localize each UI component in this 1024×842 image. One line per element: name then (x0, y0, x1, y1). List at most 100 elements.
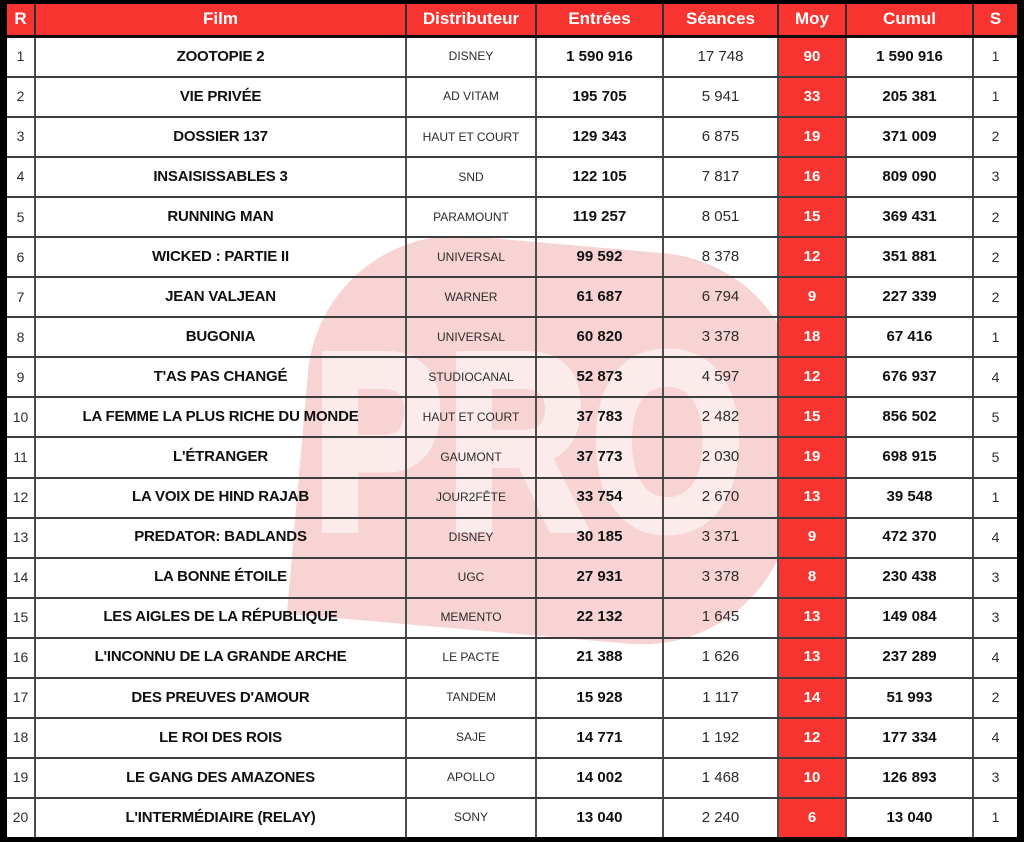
table-row: 11 L'ÉTRANGER GAUMONT 37 773 2 030 19 69… (7, 438, 1017, 479)
rank-cell: 8 (7, 318, 36, 357)
entries-cell: 33 754 (537, 478, 664, 517)
distributor-cell: LE PACTE (407, 638, 537, 677)
distributor-cell: DISNEY (407, 518, 537, 557)
table-row: 1 ZOOTOPIE 2 DISNEY 1 590 916 17 748 90 … (7, 38, 1017, 79)
distributor-cell: HAUT ET COURT (407, 398, 537, 437)
film-title-cell: LA FEMME LA PLUS RICHE DU MONDE (36, 398, 407, 437)
average-cell: 10 (779, 758, 847, 797)
weeks-cell: 3 (991, 608, 1000, 625)
distributor-cell: APOLLO (407, 758, 537, 797)
weeks-cell: 5 (991, 448, 1000, 465)
entries-cell: 1 590 916 (537, 38, 664, 77)
rank-cell: 5 (7, 198, 36, 237)
table-row: 2 VIE PRIVÉE AD VITAM 195 705 5 941 33 2… (7, 78, 1017, 119)
entries-cell: 21 388 (537, 638, 664, 677)
distributor-cell: UNIVERSAL (407, 238, 537, 277)
screenings-cell: 1 626 (664, 638, 779, 677)
weeks-cell: 1 (991, 88, 1000, 105)
boxoffice-ranking-sheet: PRO R Film Distributeur Entrées Séances Moy Cu… (7, 4, 1017, 837)
film-title-cell: INSAISISSABLES 3 (36, 158, 407, 197)
entries-cell: 15 928 (537, 678, 664, 717)
distributor-cell: HAUT ET COURT (407, 118, 537, 157)
cumulative-cell: 369 431 (847, 198, 974, 237)
entries-cell: 13 040 (537, 798, 664, 837)
entries-cell: 99 592 (537, 238, 664, 277)
film-title-cell: DOSSIER 137 (36, 118, 407, 157)
rank-cell: 14 (7, 558, 36, 597)
cumulative-cell: 676 937 (847, 358, 974, 397)
column-header-seances: Séances (664, 4, 779, 35)
column-header-film: Film (36, 4, 407, 35)
film-title-cell: LA BONNE ÉTOILE (36, 558, 407, 597)
weeks-cell: 4 (991, 368, 1000, 385)
weeks-cell: 1 (991, 809, 1000, 826)
cumulative-cell: 856 502 (847, 398, 974, 437)
entries-cell: 129 343 (537, 118, 664, 157)
distributor-cell: SND (407, 158, 537, 197)
distributor-cell: AD VITAM (407, 78, 537, 117)
distributor-cell: DISNEY (407, 38, 537, 77)
cumulative-cell: 39 548 (847, 478, 974, 517)
column-header-s: S (989, 9, 1002, 29)
weeks-cell: 3 (991, 769, 1000, 786)
distributor-cell: MEMENTO (407, 598, 537, 637)
column-header-cumul: Cumul (847, 4, 974, 35)
rank-cell: 19 (7, 758, 36, 797)
weeks-cell: 1 (991, 48, 1000, 65)
rank-cell: 1 (7, 38, 36, 77)
screenings-cell: 2 030 (664, 438, 779, 477)
distributor-cell: SAJE (407, 718, 537, 757)
weeks-cell: 2 (991, 288, 1000, 305)
weeks-cell: 3 (991, 568, 1000, 585)
distributor-cell: SONY (407, 798, 537, 837)
table-row: 13 PREDATOR: BADLANDS DISNEY 30 185 3 37… (7, 518, 1017, 559)
film-title-cell: LES AIGLES DE LA RÉPUBLIQUE (36, 598, 407, 637)
cumulative-cell: 13 040 (847, 798, 974, 837)
average-cell: 19 (779, 438, 847, 477)
average-cell: 13 (779, 638, 847, 677)
entries-cell: 37 783 (537, 398, 664, 437)
average-cell: 16 (779, 158, 847, 197)
cumulative-cell: 67 416 (847, 318, 974, 357)
weeks-cell: 1 (991, 488, 1000, 505)
screenings-cell: 4 597 (664, 358, 779, 397)
film-title-cell: ZOOTOPIE 2 (36, 38, 407, 77)
table-row: 15 LES AIGLES DE LA RÉPUBLIQUE MEMENTO 2… (7, 598, 1017, 639)
rank-cell: 11 (7, 438, 36, 477)
table-row: 12 LA VOIX DE HIND RAJAB JOUR2FÊTE 33 75… (7, 478, 1017, 519)
average-cell: 12 (779, 238, 847, 277)
table-row: 3 DOSSIER 137 HAUT ET COURT 129 343 6 87… (7, 118, 1017, 159)
table-row: 19 LE GANG DES AMAZONES APOLLO 14 002 1 … (7, 758, 1017, 799)
column-header-r: R (7, 4, 36, 35)
weeks-cell: 2 (991, 128, 1000, 145)
screenings-cell: 17 748 (664, 38, 779, 77)
table-row: 10 LA FEMME LA PLUS RICHE DU MONDE HAUT … (7, 398, 1017, 439)
cumulative-cell: 371 009 (847, 118, 974, 157)
rank-cell: 10 (7, 398, 36, 437)
screenings-cell: 7 817 (664, 158, 779, 197)
entries-cell: 27 931 (537, 558, 664, 597)
screenings-cell: 2 670 (664, 478, 779, 517)
rank-cell: 6 (7, 238, 36, 277)
boxoffice-table: R Film Distributeur Entrées Séances Moy Cumul S… (7, 4, 1017, 837)
average-cell: 9 (779, 278, 847, 317)
film-title-cell: T'AS PAS CHANGÉ (36, 358, 407, 397)
distributor-cell: WARNER (407, 278, 537, 317)
average-cell: 19 (779, 118, 847, 157)
screenings-cell: 8 378 (664, 238, 779, 277)
weeks-cell: 2 (991, 208, 1000, 225)
rank-cell: 9 (7, 358, 36, 397)
table-row: 20 L'INTERMÉDIAIRE (RELAY) SONY 13 040 2… (7, 798, 1017, 837)
weeks-cell: 2 (991, 248, 1000, 265)
average-cell: 12 (779, 358, 847, 397)
entries-cell: 60 820 (537, 318, 664, 357)
film-title-cell: BUGONIA (36, 318, 407, 357)
screenings-cell: 1 645 (664, 598, 779, 637)
screenings-cell: 6 794 (664, 278, 779, 317)
cumulative-cell: 351 881 (847, 238, 974, 277)
film-title-cell: LE GANG DES AMAZONES (36, 758, 407, 797)
table-row: 14 LA BONNE ÉTOILE UGC 27 931 3 378 8 23… (7, 558, 1017, 599)
film-title-cell: WICKED : PARTIE II (36, 238, 407, 277)
film-title-cell: DES PREUVES D'AMOUR (36, 678, 407, 717)
cumulative-cell: 472 370 (847, 518, 974, 557)
